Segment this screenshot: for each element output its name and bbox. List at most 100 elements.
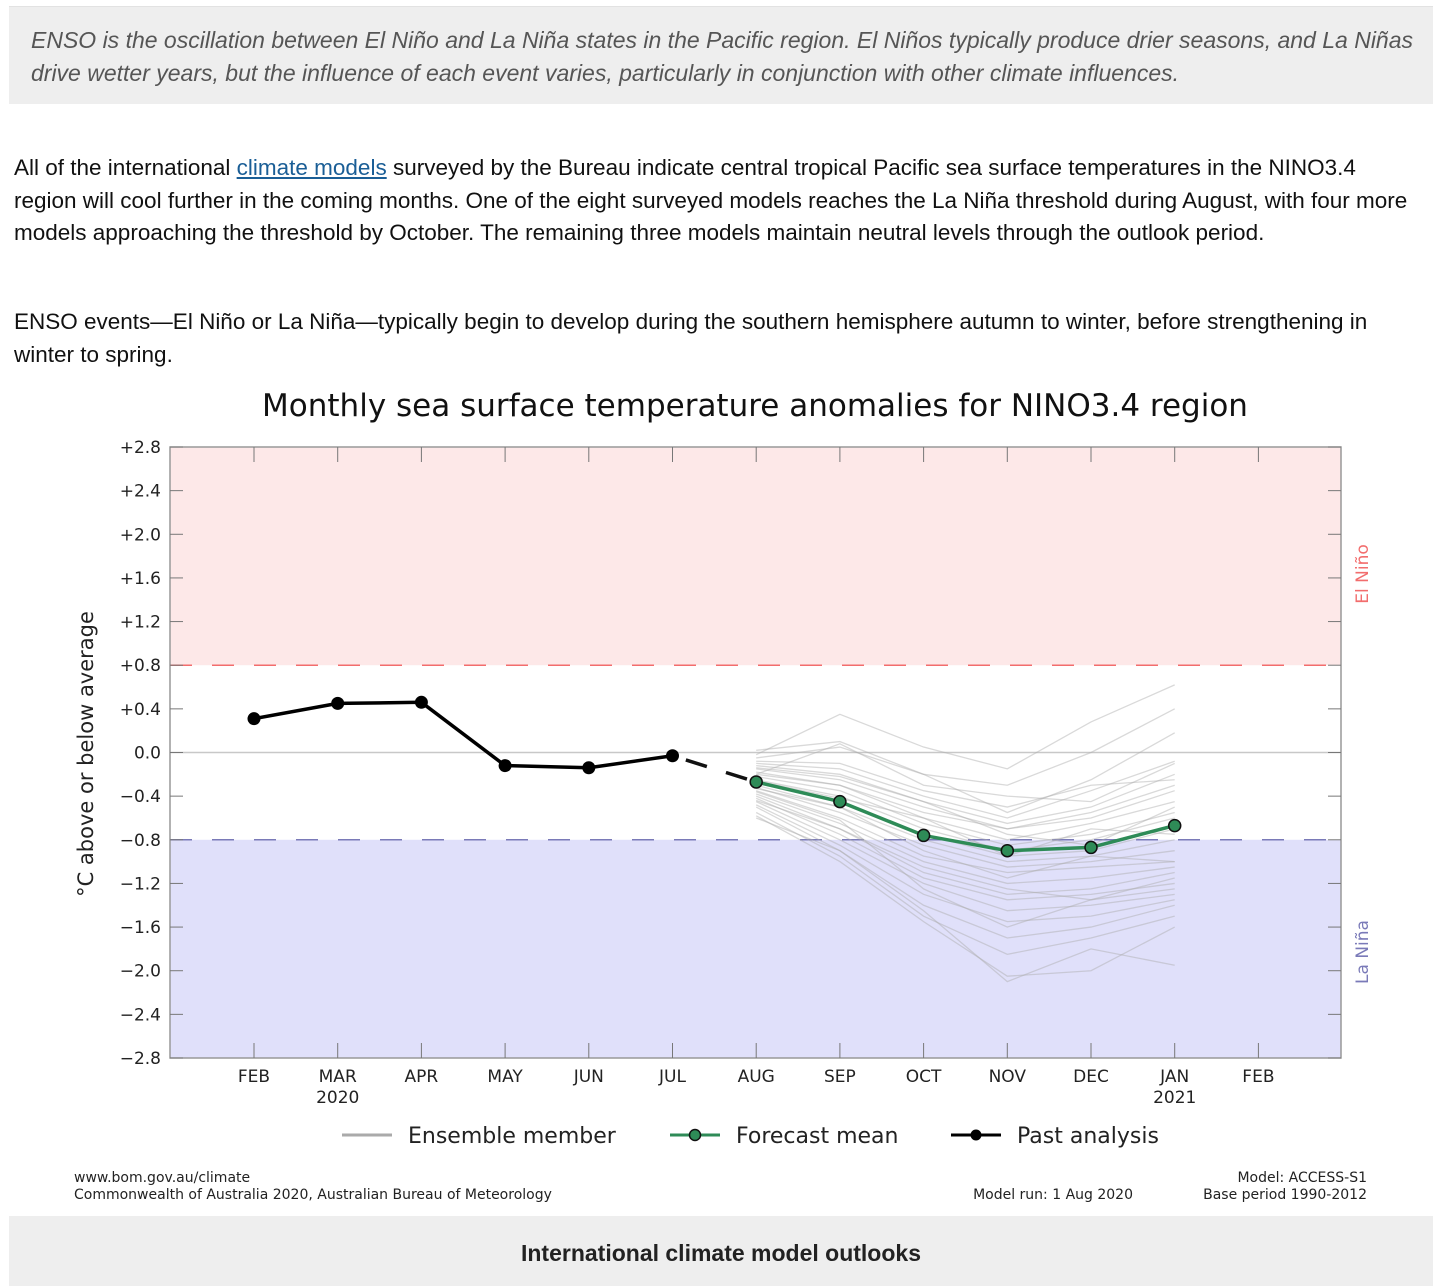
credit-model: Model: ACCESS-S1 — [1237, 1170, 1367, 1186]
x-tick-label: JUN — [573, 1067, 604, 1087]
climate-models-link[interactable]: climate models — [236, 155, 387, 180]
ensemble-member-line — [756, 760, 1175, 819]
y-tick-label: −1.6 — [120, 918, 161, 938]
x-tick-year-label: 2020 — [316, 1088, 359, 1108]
ensemble-member-line — [756, 779, 1175, 852]
ensemble-member-line — [756, 767, 1175, 846]
forecast-mean-point — [916, 828, 931, 843]
x-tick-label: SEP — [824, 1067, 856, 1087]
credit-base-period: Base period 1990-2012 — [1203, 1187, 1367, 1203]
y-tick-label: +0.8 — [120, 656, 161, 676]
credit-url: www.bom.gov.au/climate — [74, 1170, 250, 1186]
x-tick-label: NOV — [989, 1067, 1027, 1087]
ensemble-member-line — [756, 764, 1175, 825]
y-tick-label: −2.8 — [120, 1049, 161, 1069]
past-analysis-line — [253, 700, 673, 770]
y-tick-label: −1.2 — [120, 874, 161, 894]
y-tick-label: +2.0 — [120, 525, 161, 545]
past-analysis-point — [666, 749, 679, 763]
y-tick-label: −0.4 — [120, 787, 161, 807]
ensemble-member-line — [755, 791, 1175, 928]
x-tick-label: OCT — [906, 1067, 942, 1087]
y-tick-label: +1.2 — [120, 613, 161, 633]
legend-past-marker — [970, 1129, 982, 1141]
chart-credits: www.bom.gov.au/climate Commonwealth of A… — [74, 1170, 1367, 1203]
ensemble-member-line — [755, 817, 1175, 983]
forecast-mean-point — [1084, 840, 1098, 855]
y-tick-label: −0.8 — [120, 831, 161, 851]
legend-forecast-label: Forecast mean — [736, 1124, 898, 1149]
past-analysis-point — [414, 695, 428, 709]
paragraph-climate-models: All of the international climate models … — [14, 152, 1414, 250]
past-analysis-point — [331, 696, 345, 710]
x-tick-label: JAN — [1159, 1067, 1189, 1087]
y-tick-label: +1.6 — [120, 569, 161, 589]
ensemble-member-line — [756, 780, 1175, 857]
past-analysis-point — [247, 712, 261, 726]
ensemble-member-line — [755, 806, 1175, 939]
ensemble-member-line — [755, 790, 1175, 874]
legend-entry-ensemble: Ensemble member — [342, 1124, 617, 1149]
la-nina-label: La Niña — [1353, 920, 1373, 984]
past-analysis-point — [582, 761, 596, 775]
legend-ensemble-label: Ensemble member — [408, 1124, 617, 1149]
p1-after: surveyed by the Bureau indicate central … — [14, 155, 1408, 245]
ensemble-member-line — [756, 708, 1176, 786]
x-tick-label: APR — [405, 1067, 439, 1087]
el-nino-label: El Niño — [1353, 544, 1373, 603]
ensemble-member-line — [755, 801, 1175, 912]
ensemble-member-line — [755, 793, 1175, 885]
forecast-mean-point — [1167, 818, 1182, 833]
x-tick-label: MAY — [487, 1067, 523, 1087]
nino34-chart: +2.8 +2.4 +2.0 +1.6 +1.2 +0.8 +0.4 0.0 −0.4 −0.8 −… — [74, 388, 1373, 1203]
paragraph-enso-events: ENSO events—El Niño or La Niña—typically… — [14, 309, 1368, 367]
el-nino-region — [170, 447, 1341, 666]
ensemble-member-line — [756, 787, 1175, 879]
ensemble-member-line — [755, 797, 1175, 901]
ensemble-member-line — [756, 786, 1175, 868]
ensemble-member-line — [755, 795, 1175, 895]
y-tick-label: +2.4 — [120, 482, 161, 502]
y-axis-label: °C above or below average — [74, 611, 98, 897]
section-heading: International climate model outlooks — [520, 1240, 921, 1266]
ensemble-member-line — [755, 815, 1176, 977]
ensemble-member-line — [755, 743, 1175, 803]
ensemble-member-line — [756, 773, 1175, 841]
x-tick-label: FEB — [1242, 1067, 1274, 1087]
legend-entry-forecast: Forecast mean — [670, 1124, 898, 1149]
y-tick-label: +0.4 — [120, 700, 161, 720]
ensemble-member-line — [756, 775, 1175, 846]
legend-forecast-marker — [688, 1128, 702, 1142]
ensemble-member-line — [756, 784, 1175, 863]
x-tick-label: JUL — [658, 1067, 686, 1087]
ensemble-member-line — [755, 684, 1175, 770]
credit-copyright: Commonwealth of Australia 2020, Australi… — [74, 1187, 552, 1203]
forecast-mean-point — [833, 794, 847, 809]
enso-callout: ENSO is the oscillation between El Niño … — [9, 6, 1433, 104]
past-analysis-point — [498, 759, 512, 773]
y-tick-label: +2.8 — [120, 438, 161, 458]
legend: Ensemble member Forecast mean Past analy… — [342, 1124, 1159, 1149]
ensemble-member-line — [756, 768, 1175, 830]
x-tick-label: DEC — [1073, 1067, 1109, 1087]
section-footer: International climate model outlooks — [9, 1216, 1433, 1286]
ensemble-member-line — [756, 760, 1175, 808]
transition-dashed-line — [671, 754, 757, 784]
y-tick-label: −2.0 — [120, 962, 161, 982]
x-tick-label: FEB — [238, 1067, 270, 1087]
ensemble-member-line — [756, 732, 1176, 814]
forecast-mean-point — [1000, 843, 1015, 858]
forecast-mean-line — [755, 780, 1176, 853]
ensemble-member-line — [756, 771, 1175, 830]
ensemble-member-line — [755, 799, 1175, 901]
credit-model-run: Model run: 1 Aug 2020 — [973, 1187, 1133, 1203]
forecast-mean-point — [749, 775, 763, 789]
x-tick-label: AUG — [738, 1067, 775, 1087]
x-tick-label: MAR — [319, 1067, 357, 1087]
x-tick-year-label: 2021 — [1153, 1088, 1196, 1108]
legend-entry-past: Past analysis — [951, 1124, 1159, 1149]
chart-title: Monthly sea surface temperature anomalie… — [262, 388, 1248, 424]
ensemble-member-line — [755, 811, 1175, 956]
ensemble-member-line — [755, 804, 1175, 923]
legend-past-label: Past analysis — [1017, 1124, 1159, 1149]
